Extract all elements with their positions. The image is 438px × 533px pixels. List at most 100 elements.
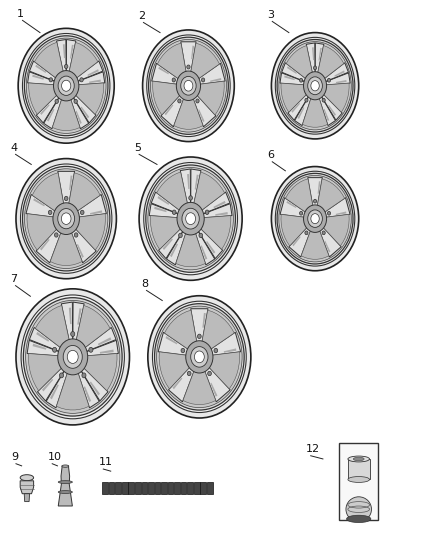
Ellipse shape (147, 35, 230, 136)
Polygon shape (187, 174, 190, 189)
Polygon shape (215, 212, 228, 216)
Polygon shape (158, 196, 169, 205)
Ellipse shape (177, 71, 201, 101)
Polygon shape (288, 92, 311, 120)
Polygon shape (42, 378, 53, 391)
Polygon shape (98, 337, 111, 345)
Ellipse shape (304, 205, 327, 232)
Polygon shape (20, 481, 34, 494)
Ellipse shape (74, 233, 78, 237)
Polygon shape (289, 225, 312, 257)
Polygon shape (157, 172, 188, 212)
Polygon shape (193, 172, 225, 212)
Ellipse shape (272, 33, 359, 139)
Ellipse shape (155, 304, 244, 410)
Polygon shape (321, 214, 349, 246)
Ellipse shape (63, 345, 82, 368)
Polygon shape (181, 42, 196, 76)
Polygon shape (162, 238, 173, 250)
Polygon shape (29, 61, 59, 83)
Ellipse shape (314, 199, 317, 203)
Polygon shape (81, 353, 117, 391)
Polygon shape (58, 466, 72, 506)
Ellipse shape (20, 475, 34, 481)
Ellipse shape (71, 332, 75, 336)
Polygon shape (29, 327, 64, 353)
Ellipse shape (22, 34, 110, 138)
Polygon shape (191, 309, 208, 346)
Ellipse shape (172, 78, 176, 82)
Polygon shape (318, 181, 321, 194)
Polygon shape (29, 83, 59, 114)
Polygon shape (202, 313, 206, 328)
Ellipse shape (177, 203, 204, 235)
Polygon shape (32, 344, 46, 350)
Polygon shape (36, 92, 61, 123)
Polygon shape (27, 214, 59, 250)
Polygon shape (100, 350, 114, 354)
Polygon shape (157, 43, 187, 80)
Polygon shape (159, 225, 185, 259)
Polygon shape (169, 364, 196, 402)
Bar (141, 482, 147, 494)
Polygon shape (36, 332, 49, 342)
Polygon shape (35, 305, 70, 350)
Polygon shape (32, 173, 64, 213)
Ellipse shape (53, 70, 79, 101)
Ellipse shape (276, 37, 355, 134)
Polygon shape (50, 384, 59, 399)
Polygon shape (286, 201, 297, 208)
Bar (102, 482, 108, 494)
Ellipse shape (184, 80, 193, 91)
Polygon shape (70, 226, 96, 263)
Ellipse shape (21, 295, 124, 419)
Ellipse shape (172, 210, 176, 214)
Ellipse shape (300, 212, 303, 215)
Polygon shape (161, 92, 185, 127)
Ellipse shape (328, 212, 331, 215)
Polygon shape (75, 110, 82, 124)
Polygon shape (90, 211, 102, 215)
Text: 6: 6 (267, 150, 274, 160)
Polygon shape (224, 349, 237, 353)
Polygon shape (191, 46, 194, 59)
Polygon shape (38, 365, 67, 401)
Polygon shape (165, 310, 197, 351)
Polygon shape (57, 370, 89, 410)
Polygon shape (292, 236, 300, 246)
Text: 4: 4 (11, 143, 18, 153)
Polygon shape (328, 105, 336, 116)
Ellipse shape (55, 99, 58, 103)
Polygon shape (322, 198, 350, 217)
Ellipse shape (54, 233, 58, 237)
Polygon shape (207, 332, 240, 356)
Polygon shape (306, 43, 315, 77)
Polygon shape (158, 67, 169, 75)
Ellipse shape (64, 196, 68, 200)
Polygon shape (69, 42, 98, 79)
Polygon shape (201, 245, 207, 260)
Polygon shape (84, 386, 91, 402)
Ellipse shape (279, 175, 351, 262)
Ellipse shape (199, 233, 203, 238)
Ellipse shape (53, 348, 57, 352)
Ellipse shape (346, 515, 371, 522)
Polygon shape (321, 63, 348, 83)
Polygon shape (286, 179, 313, 213)
Ellipse shape (194, 351, 204, 363)
Ellipse shape (62, 80, 71, 91)
Polygon shape (53, 96, 80, 131)
Polygon shape (24, 494, 30, 502)
Ellipse shape (186, 341, 213, 373)
Polygon shape (88, 69, 99, 76)
Polygon shape (152, 63, 181, 85)
Ellipse shape (196, 99, 199, 103)
Polygon shape (282, 63, 308, 83)
Polygon shape (40, 104, 49, 115)
Ellipse shape (58, 208, 74, 229)
Ellipse shape (22, 166, 110, 271)
Polygon shape (192, 92, 216, 127)
Polygon shape (149, 204, 182, 218)
Ellipse shape (74, 99, 78, 103)
Polygon shape (77, 308, 81, 325)
